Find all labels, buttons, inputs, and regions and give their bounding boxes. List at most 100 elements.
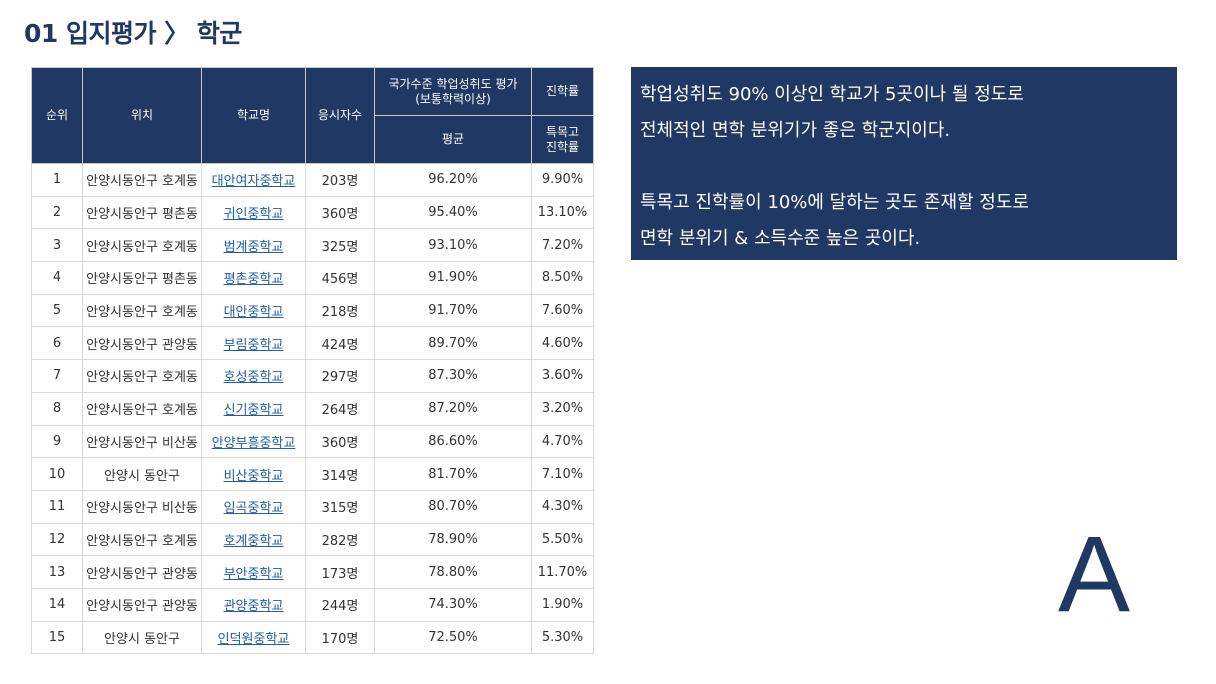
table-row: 10 안양시 동안구 비산중학교 314명 81.70% 7.10% [31,457,594,491]
cell-location: 안양시동안구 호계동 [82,293,202,328]
cell-school: 비산중학교 [201,457,306,491]
school-link[interactable]: 인덕원중학교 [217,631,290,647]
cell-location: 안양시동안구 호계동 [82,391,202,426]
cell-special-rate: 3.20% [531,391,594,426]
grade-letter: A [1058,513,1131,634]
header-school: 학교명 [201,67,306,164]
cell-school: 신기중학교 [201,391,306,426]
cell-school: 대안중학교 [201,293,306,328]
school-link[interactable]: 신기중학교 [223,403,284,419]
cell-average: 81.70% [374,457,532,491]
table-row: 15 안양시 동안구 인덕원중학교 170명 72.50% 5.30% [31,620,594,655]
cell-special-rate: 13.10% [531,195,594,230]
cell-examinees: 424명 [305,326,375,361]
cell-special-rate: 1.90% [531,587,594,622]
cell-special-rate: 4.70% [531,424,594,459]
cell-examinees: 360명 [305,424,375,459]
cell-special-rate: 8.50% [531,261,594,295]
header-rank: 순위 [31,67,83,164]
school-link[interactable]: 호성중학교 [223,370,284,386]
table-row: 9 안양시동안구 비산동 안양부흥중학교 360명 86.60% 4.70% [31,424,594,459]
cell-examinees: 244명 [305,587,375,622]
cell-examinees: 218명 [305,293,375,328]
table-row: 5 안양시동안구 호계동 대안중학교 218명 91.70% 7.60% [31,293,594,328]
school-link[interactable]: 비산중학교 [223,468,284,484]
school-link[interactable]: 부림중학교 [223,337,284,353]
cell-rank: 11 [31,489,83,524]
cell-school: 부림중학교 [201,326,306,361]
header-special-rate: 특목고 진학률 [531,115,594,164]
header-advancement-group: 진학률 [531,67,594,116]
header-average: 평균 [374,115,532,164]
cell-average: 80.70% [374,489,532,524]
school-link[interactable]: 관양중학교 [223,599,284,615]
cell-rank: 13 [31,555,83,589]
table-row: 7 안양시동안구 호계동 호성중학교 297명 87.30% 3.60% [31,359,594,393]
cell-school: 평촌중학교 [201,261,306,295]
note-line: 면학 분위기 & 소득수준 높은 곳이다. [640,228,921,249]
cell-location: 안양시동안구 비산동 [82,489,202,524]
cell-examinees: 456명 [305,261,375,295]
cell-average: 91.90% [374,261,532,295]
cell-examinees: 170명 [305,620,375,655]
cell-average: 86.60% [374,424,532,459]
school-link[interactable]: 대안중학교 [223,305,284,321]
table-row: 14 안양시동안구 관양동 관양중학교 244명 74.30% 1.90% [31,587,594,622]
school-link[interactable]: 대안여자중학교 [211,174,296,190]
cell-special-rate: 3.60% [531,359,594,393]
school-ranking-table: 순위 위치 학교명 응시자수 국가수준 학업성취도 평가 (보통학력이상) 진학… [31,67,594,655]
cell-school: 임곡중학교 [201,489,306,524]
cell-school: 범계중학교 [201,228,306,263]
cell-examinees: 314명 [305,457,375,491]
cell-average: 72.50% [374,620,532,655]
cell-average: 78.90% [374,522,532,557]
school-link[interactable]: 안양부흥중학교 [211,435,296,451]
school-link[interactable]: 범계중학교 [223,239,284,255]
cell-examinees: 264명 [305,391,375,426]
cell-average: 87.30% [374,359,532,393]
table-row: 3 안양시동안구 호계동 범계중학교 325명 93.10% 7.20% [31,228,594,263]
cell-special-rate: 5.30% [531,620,594,655]
cell-location: 안양시동안구 평촌동 [82,195,202,230]
note-line: 전체적인 면학 분위기가 좋은 학군지이다. [640,120,951,141]
cell-school: 인덕원중학교 [201,620,306,655]
note-line: 학업성취도 90% 이상인 학교가 5곳이나 될 정도로 [640,84,1024,105]
cell-rank: 10 [31,457,83,491]
cell-location: 안양시동안구 비산동 [82,424,202,459]
school-link[interactable]: 평촌중학교 [223,272,284,288]
cell-location: 안양시동안구 호계동 [82,359,202,393]
cell-rank: 3 [31,228,83,263]
cell-location: 안양시동안구 관양동 [82,555,202,589]
cell-average: 95.40% [374,195,532,230]
table-row: 11 안양시동안구 비산동 임곡중학교 315명 80.70% 4.30% [31,489,594,524]
cell-location: 안양시동안구 호계동 [82,522,202,557]
cell-school: 호성중학교 [201,359,306,393]
school-link[interactable]: 부안중학교 [223,566,284,582]
school-link[interactable]: 호계중학교 [223,533,284,549]
table-row: 4 안양시동안구 평촌동 평촌중학교 456명 91.90% 8.50% [31,261,594,295]
table-row: 1 안양시동안구 호계동 대안여자중학교 203명 96.20% 9.90% [31,163,594,197]
cell-special-rate: 4.30% [531,489,594,524]
table-row: 2 안양시동안구 평촌동 귀인중학교 360명 95.40% 13.10% [31,195,594,230]
cell-special-rate: 7.10% [531,457,594,491]
summary-note-box: 학업성취도 90% 이상인 학교가 5곳이나 될 정도로 전체적인 면학 분위기… [631,67,1177,260]
cell-examinees: 297명 [305,359,375,393]
cell-examinees: 325명 [305,228,375,263]
school-link[interactable]: 임곡중학교 [223,501,284,517]
table-row: 12 안양시동안구 호계동 호계중학교 282명 78.90% 5.50% [31,522,594,557]
cell-average: 89.70% [374,326,532,361]
cell-average: 87.20% [374,391,532,426]
cell-school: 안양부흥중학교 [201,424,306,459]
header-location: 위치 [82,67,202,164]
cell-average: 74.30% [374,587,532,622]
table-row: 13 안양시동안구 관양동 부안중학교 173명 78.80% 11.70% [31,555,594,589]
cell-location: 안양시 동안구 [82,620,202,655]
cell-special-rate: 7.20% [531,228,594,263]
school-link[interactable]: 귀인중학교 [223,207,284,223]
page-title: 01 입지평가 〉 학군 [24,19,242,48]
cell-location: 안양시동안구 평촌동 [82,261,202,295]
cell-rank: 9 [31,424,83,459]
note-spacer [640,149,1167,185]
cell-rank: 2 [31,195,83,230]
table-row: 8 안양시동안구 호계동 신기중학교 264명 87.20% 3.20% [31,391,594,426]
